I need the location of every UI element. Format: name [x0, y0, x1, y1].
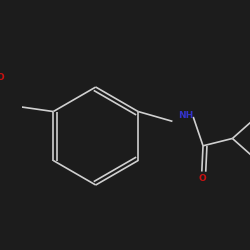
Text: NH: NH [178, 111, 194, 120]
Text: O: O [199, 174, 206, 183]
Text: O: O [0, 73, 4, 82]
